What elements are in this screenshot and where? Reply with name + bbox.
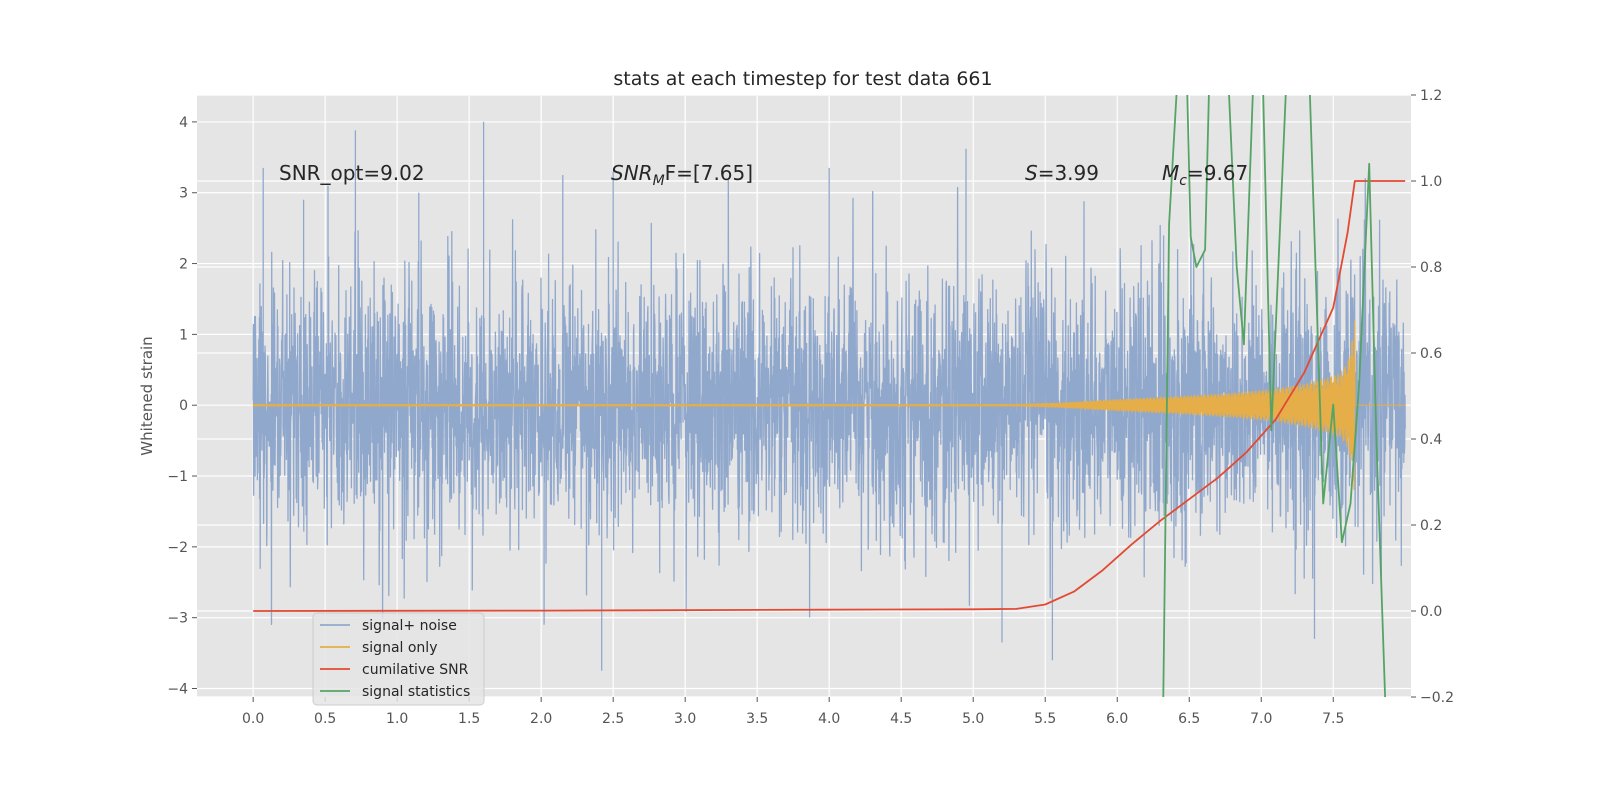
legend-label: cumilative SNR: [362, 662, 469, 678]
annotation-s-tail: =3.99: [1038, 161, 1099, 185]
series-signal-plus-noise: [252, 121, 1406, 671]
y-tick-label: −4: [167, 682, 188, 698]
x-tick-label: 2.5: [602, 711, 624, 727]
y2-tick-label: 0.4: [1420, 432, 1442, 448]
x-tick-label: 3.0: [674, 711, 696, 727]
annotation-mc-tail: =9.67: [1187, 161, 1248, 185]
x-tick-label: 1.0: [386, 711, 408, 727]
x-tick-label: 2.0: [530, 711, 552, 727]
legend-box: [312, 612, 485, 706]
legend-label: signal only: [362, 640, 437, 656]
x-tick-label: 7.0: [1250, 711, 1272, 727]
y-axis-label: Whitened strain: [138, 336, 156, 455]
x-tick-label: 7.5: [1322, 711, 1344, 727]
signal-statistics-line: [1162, 95, 1386, 697]
y2-tick-label: 0.8: [1420, 260, 1442, 276]
annotation-snr-mf-tail: F=[7.65]: [665, 161, 753, 185]
legend-label: signal statistics: [362, 684, 470, 700]
chart-title: stats at each timestep for test data 661: [613, 68, 992, 90]
annotation-snr-opt: SNR_opt=9.02: [279, 161, 425, 185]
annotation-mc-main: M: [1162, 161, 1179, 185]
y2-tick-label: 0.6: [1420, 346, 1442, 362]
signal-only-line: [252, 321, 1406, 490]
signal-plus-noise-line: [252, 121, 1406, 671]
x-tick-label: 5.0: [962, 711, 984, 727]
legend: signal+ noise signal only cumilative SNR si…: [312, 612, 485, 706]
annotation-s-main: S: [1025, 161, 1038, 185]
y2-tick-label: 0.2: [1420, 518, 1442, 534]
annotation-snr-mf-main: SNR: [611, 161, 653, 185]
y-tick-label: 3: [179, 186, 188, 202]
x-tick-labels: 0.0 0.5 1.0 1.5 2.0 2.5 3.0 3.5 4.0 4.5 5.0 5.5 6.0 6…: [242, 697, 1344, 727]
y-tick-label: 1: [179, 327, 188, 343]
y-tick-label: 0: [179, 398, 188, 414]
series-cumulative-snr: [253, 180, 1406, 612]
annotation-snr-mf-sub: M: [653, 173, 665, 189]
x-tick-label: 6.0: [1106, 711, 1128, 727]
annotation-mc-sub: c: [1179, 173, 1187, 189]
annotation-mc: Mc=9.67: [1162, 161, 1248, 189]
x-tick-label: 3.5: [746, 711, 768, 727]
x-tick-label: 6.5: [1178, 711, 1200, 727]
y2-tick-label: 1.0: [1420, 174, 1442, 190]
x-tick-label: 5.5: [1034, 711, 1056, 727]
x-tick-label: 0.5: [314, 711, 336, 727]
y-tick-label: −2: [167, 540, 188, 556]
series-signal-only: [252, 321, 1406, 490]
y-tick-labels: 4 3 2 1 0 −1 −2 −3 −4: [167, 115, 197, 698]
y-tick-label: 2: [179, 257, 188, 273]
x-tick-label: 0.0: [242, 711, 264, 727]
y-tick-label: −3: [167, 611, 188, 627]
annotation-s: S=3.99: [1025, 161, 1099, 185]
series-signal-statistics: [1162, 95, 1386, 697]
y2-tick-label: −0.2: [1420, 690, 1454, 706]
y2-tick-label: 1.2: [1420, 88, 1442, 104]
y-tick-label: −1: [167, 469, 188, 485]
cumulative-snr-line: [253, 180, 1406, 612]
annotation-snr-mf: SNRMF=[7.65]: [611, 161, 753, 189]
x-tick-label: 1.5: [458, 711, 480, 727]
y2-tick-labels: 1.2 1.0 0.8 0.6 0.4 0.2 0.0 −0.2: [1411, 88, 1454, 706]
x-tick-label: 4.5: [890, 711, 912, 727]
y-tick-label: 4: [179, 115, 188, 131]
legend-label: signal+ noise: [362, 618, 457, 634]
x-tick-label: 4.0: [818, 711, 840, 727]
y2-tick-label: 0.0: [1420, 604, 1442, 620]
